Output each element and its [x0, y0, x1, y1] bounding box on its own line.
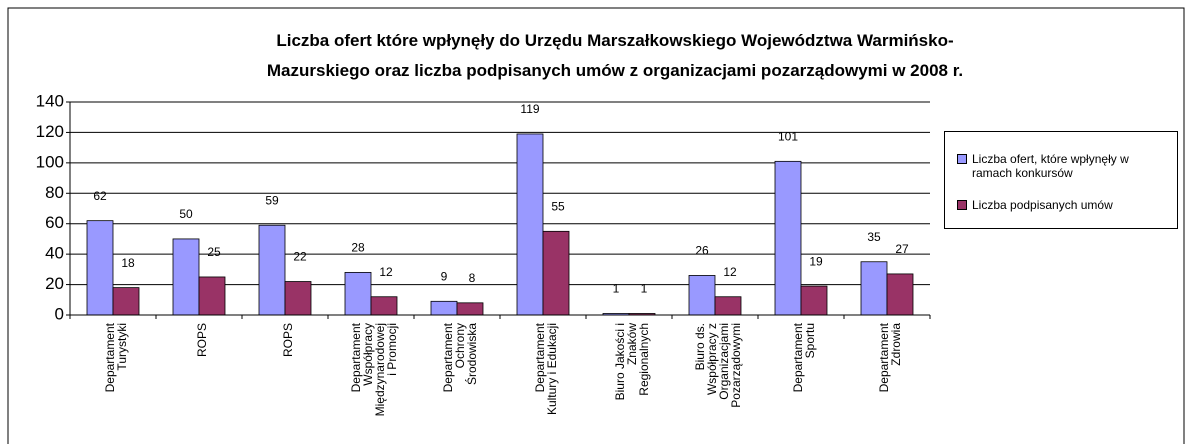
- bar: [86, 220, 114, 316]
- chart-border: [7, 7, 1185, 444]
- x-tick-label: Turystyki: [115, 323, 129, 371]
- value-label: 101: [778, 130, 798, 144]
- value-label: 8: [469, 271, 476, 285]
- value-label: 22: [293, 250, 307, 264]
- y-tick-label: 100: [36, 152, 64, 171]
- bar: [258, 224, 286, 316]
- value-label: 50: [179, 207, 193, 221]
- legend-item: Liczba podpisanych umów: [957, 198, 1171, 212]
- bar: [774, 160, 802, 316]
- x-tick-label: Regionalnych: [637, 323, 651, 396]
- x-tick-label: Departament: [103, 322, 117, 392]
- bar: [886, 273, 914, 316]
- bar: [172, 238, 200, 316]
- y-tick-label: 140: [36, 91, 64, 110]
- value-label: 26: [695, 244, 709, 258]
- value-label: 1: [613, 282, 620, 296]
- value-label: 35: [867, 230, 881, 244]
- value-label: 12: [723, 265, 737, 279]
- value-label: 59: [265, 193, 279, 207]
- bar: [198, 276, 226, 316]
- bar: [112, 287, 140, 316]
- x-tick-label: Biuro ds.: [693, 323, 707, 370]
- x-tick-label: Departament: [349, 322, 363, 392]
- value-label: 25: [207, 245, 221, 259]
- x-tick-label: ROPS: [281, 323, 295, 357]
- legend-label: Liczba podpisanych umów: [972, 198, 1113, 212]
- x-tick-label: Środowiska: [464, 323, 479, 385]
- x-tick-label: i Promocji: [385, 323, 399, 376]
- x-tick-label: Biuro Jakości i: [613, 323, 627, 400]
- y-tick-label: 80: [45, 183, 64, 202]
- y-tick-label: 120: [36, 122, 64, 141]
- bar: [516, 133, 544, 316]
- bar: [714, 296, 742, 316]
- chart-title: Liczba ofert które wpłynęły do Urzędu Ma…: [267, 31, 963, 80]
- bar: [344, 271, 372, 316]
- bar: [430, 300, 458, 316]
- x-tick-label: Współpracy z: [705, 323, 719, 395]
- legend-swatch: [957, 154, 967, 164]
- value-label: 19: [809, 254, 823, 268]
- value-label: 18: [121, 256, 135, 270]
- x-tick-label: Kultury i Edukacji: [545, 323, 559, 415]
- y-tick-label: 0: [55, 304, 64, 323]
- bar: [800, 285, 828, 316]
- x-tick-label: Pozarządowymi: [729, 323, 743, 408]
- x-tick-label: Współpracy: [361, 323, 375, 386]
- y-tick-label: 60: [45, 213, 64, 232]
- value-label: 28: [351, 241, 365, 255]
- x-tick-label: Znaków: [625, 323, 639, 365]
- legend: Liczba ofert, które wpłynęły w ramach ko…: [944, 131, 1178, 229]
- value-label: 27: [895, 242, 909, 256]
- value-label: 9: [441, 269, 448, 283]
- bar: [860, 261, 888, 316]
- value-label: 55: [551, 199, 565, 213]
- value-label: 119: [520, 102, 539, 116]
- legend-item: Liczba ofert, które wpłynęły w ramach ko…: [957, 152, 1171, 180]
- bar: [542, 230, 570, 316]
- bar: [688, 275, 716, 316]
- x-tick-label: Zdrowia: [889, 323, 903, 366]
- legend-label: Liczba ofert, które wpłynęły w ramach ko…: [972, 152, 1129, 180]
- x-tick-label: Departament: [441, 322, 455, 392]
- value-label: 1: [641, 282, 648, 296]
- bar: [370, 296, 398, 316]
- y-tick-label: 20: [45, 274, 64, 293]
- value-label: 62: [93, 189, 107, 203]
- bar: [456, 302, 484, 316]
- y-tick-label: 40: [45, 244, 64, 263]
- x-tick-label: Organizacjami: [717, 323, 731, 400]
- legend-swatch: [957, 200, 967, 210]
- x-tick-label: Sportu: [803, 323, 817, 358]
- x-tick-label: Departament: [533, 322, 547, 392]
- x-tick-label: ROPS: [195, 323, 209, 357]
- x-tick-label: Departament: [877, 322, 891, 392]
- bar: [284, 281, 312, 316]
- x-tick-label: Międzynarodowej: [373, 323, 387, 416]
- value-label: 12: [379, 265, 393, 279]
- x-tick-label: Departament: [791, 322, 805, 392]
- x-tick-label: Ochrony: [453, 323, 467, 368]
